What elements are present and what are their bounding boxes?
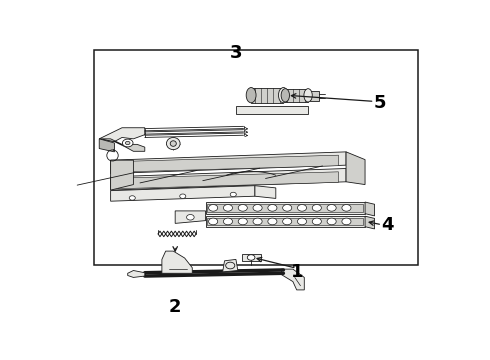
Polygon shape: [111, 152, 346, 174]
Bar: [94, 50, 418, 265]
Polygon shape: [162, 251, 192, 273]
Polygon shape: [206, 216, 365, 227]
Polygon shape: [175, 211, 206, 223]
Ellipse shape: [122, 139, 133, 147]
Polygon shape: [206, 202, 365, 214]
Text: 5: 5: [374, 94, 387, 112]
Ellipse shape: [312, 204, 321, 211]
Ellipse shape: [283, 204, 292, 211]
Ellipse shape: [327, 218, 336, 225]
Ellipse shape: [167, 138, 180, 150]
Ellipse shape: [209, 218, 218, 225]
Polygon shape: [281, 269, 304, 290]
Ellipse shape: [247, 255, 255, 260]
Ellipse shape: [342, 218, 351, 225]
Text: 4: 4: [382, 216, 394, 234]
Polygon shape: [99, 139, 115, 152]
Polygon shape: [310, 91, 319, 100]
Ellipse shape: [129, 196, 135, 200]
Ellipse shape: [230, 192, 236, 197]
Ellipse shape: [327, 204, 336, 211]
Ellipse shape: [342, 204, 351, 211]
Polygon shape: [111, 160, 133, 190]
Ellipse shape: [238, 204, 247, 211]
Ellipse shape: [283, 218, 292, 225]
Ellipse shape: [238, 218, 247, 225]
Polygon shape: [365, 202, 374, 216]
Text: 3: 3: [230, 44, 242, 62]
Ellipse shape: [268, 204, 277, 211]
Polygon shape: [207, 204, 363, 212]
Polygon shape: [285, 89, 308, 102]
Ellipse shape: [223, 218, 233, 225]
Ellipse shape: [278, 87, 288, 103]
Ellipse shape: [253, 218, 262, 225]
Polygon shape: [111, 168, 346, 190]
Ellipse shape: [312, 218, 321, 225]
Polygon shape: [111, 186, 255, 201]
Polygon shape: [236, 105, 308, 114]
Polygon shape: [118, 172, 339, 189]
Ellipse shape: [281, 89, 290, 102]
Ellipse shape: [125, 141, 130, 145]
Text: 1: 1: [291, 263, 303, 281]
Ellipse shape: [297, 218, 307, 225]
Ellipse shape: [170, 141, 176, 146]
Text: 2: 2: [169, 298, 181, 316]
Polygon shape: [99, 139, 145, 151]
Polygon shape: [99, 128, 145, 141]
Polygon shape: [251, 87, 283, 103]
Polygon shape: [207, 218, 363, 225]
Ellipse shape: [187, 215, 194, 220]
Ellipse shape: [226, 262, 235, 269]
Ellipse shape: [268, 218, 277, 225]
Polygon shape: [128, 270, 145, 278]
Ellipse shape: [209, 204, 218, 211]
Ellipse shape: [180, 194, 186, 198]
Polygon shape: [255, 186, 276, 198]
Polygon shape: [118, 155, 339, 172]
Polygon shape: [242, 254, 261, 261]
Polygon shape: [346, 152, 365, 185]
Ellipse shape: [253, 204, 262, 211]
Polygon shape: [222, 260, 238, 272]
Ellipse shape: [223, 204, 233, 211]
Ellipse shape: [297, 204, 307, 211]
Ellipse shape: [304, 89, 312, 102]
Ellipse shape: [246, 87, 256, 103]
Polygon shape: [365, 216, 374, 229]
